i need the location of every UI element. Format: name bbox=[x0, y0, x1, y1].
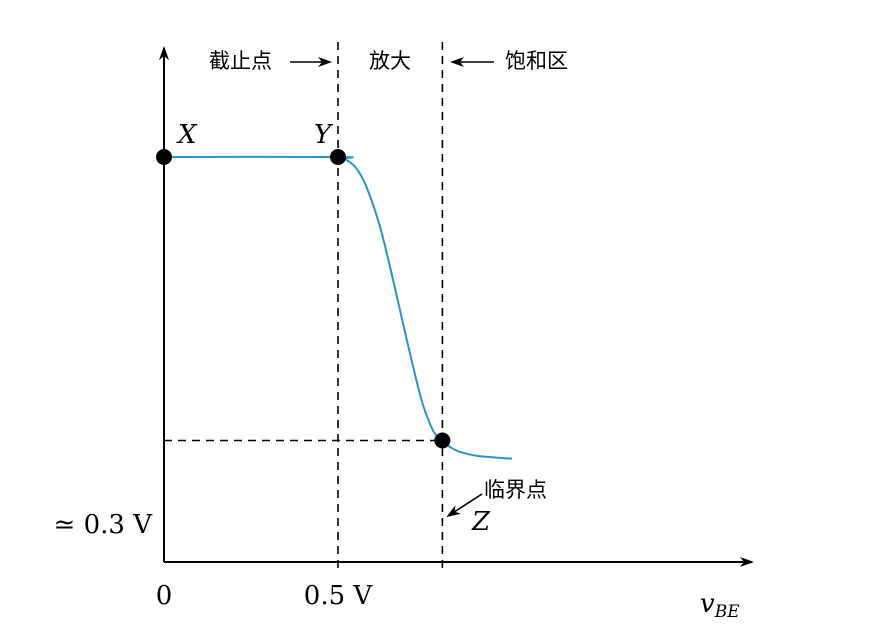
point-z bbox=[434, 432, 451, 449]
annotation-critical-point: 临界点 bbox=[484, 479, 547, 502]
region-label-amplify: 放大 bbox=[369, 50, 411, 73]
x-tick-label-0: 0 bbox=[156, 581, 173, 611]
point-label-y: Y bbox=[314, 120, 334, 150]
y-tick-label-0: ≃ 0.3 V bbox=[54, 510, 154, 540]
annotation-arrow bbox=[446, 493, 483, 518]
point-x bbox=[156, 149, 172, 165]
point-y bbox=[330, 149, 346, 165]
region-label-cutoff: 截止点 bbox=[209, 50, 272, 73]
point-label-x: X bbox=[176, 120, 198, 150]
x-axis-label: vBE bbox=[700, 589, 740, 622]
x-tick-label-1: 0.5 V bbox=[304, 581, 374, 611]
point-label-z: Z bbox=[471, 507, 491, 537]
region-label-saturation: 饱和区 bbox=[505, 50, 568, 73]
